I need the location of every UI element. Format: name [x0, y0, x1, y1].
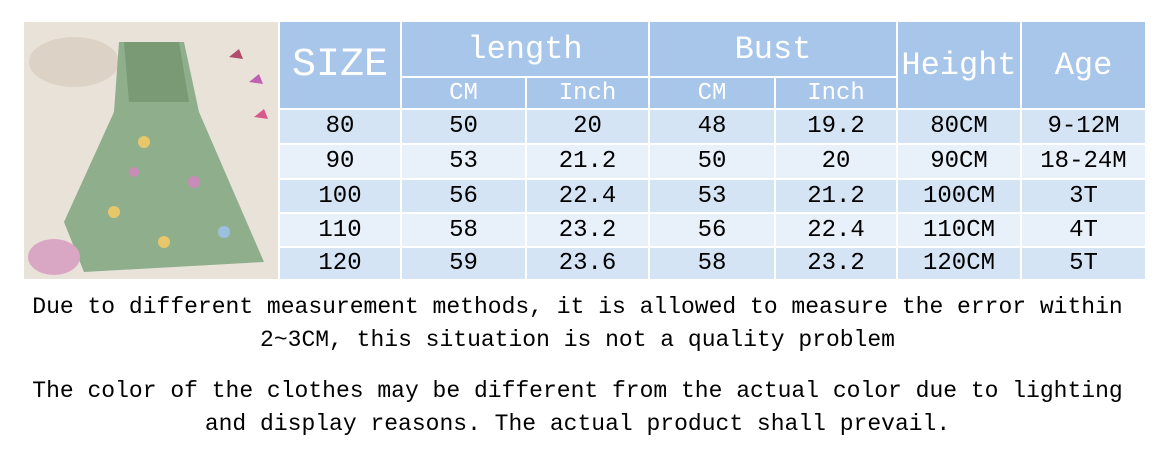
table-cell: 56 [402, 180, 527, 214]
table-cell: 80CM [898, 110, 1022, 145]
header-size: SIZE [280, 22, 402, 110]
table-cell: 18-24M [1022, 145, 1147, 180]
note-line: 2~3CM, this situation is not a quality p… [260, 327, 895, 353]
table-cell: 19.2 [776, 110, 898, 145]
table-cell: 23.2 [776, 248, 898, 281]
table-cell: 56 [650, 214, 776, 248]
table-cell: 48 [650, 110, 776, 145]
note-line: and display reasons. The actual product … [204, 411, 951, 437]
table-cell: 58 [402, 214, 527, 248]
note-line: Due to different measurement methods, it… [32, 294, 1123, 320]
table-cell: 5T [1022, 248, 1147, 281]
table-cell: 100 [280, 180, 402, 214]
header-length: length [402, 22, 650, 78]
table-cell: 120CM [898, 248, 1022, 281]
header-bust: Bust [650, 22, 898, 78]
table-cell: 58 [650, 248, 776, 281]
header-height: Height [898, 22, 1022, 110]
table-cell: 3T [1022, 180, 1147, 214]
table-cell: 9-12M [1022, 110, 1147, 145]
table-cell: 21.2 [527, 145, 650, 180]
table-cell: 100CM [898, 180, 1022, 214]
table-cell: 22.4 [776, 214, 898, 248]
table-cell: 53 [402, 145, 527, 180]
table-cell: 110CM [898, 214, 1022, 248]
table-cell: 4T [1022, 214, 1147, 248]
header-age: Age [1022, 22, 1147, 110]
header-unit: CM [650, 78, 776, 110]
table-cell: 20 [776, 145, 898, 180]
table-cell: 90 [280, 145, 402, 180]
table-cell: 22.4 [527, 180, 650, 214]
header-unit: CM [402, 78, 527, 110]
table-cell: 21.2 [776, 180, 898, 214]
table-cell: 110 [280, 214, 402, 248]
table-cell: 23.2 [527, 214, 650, 248]
table-cell: 90CM [898, 145, 1022, 180]
note-line: The color of the clothes may be differen… [32, 378, 1123, 404]
table-cell: 20 [527, 110, 650, 145]
product-photo [24, 22, 278, 279]
table-cell: 50 [402, 110, 527, 145]
table-cell: 59 [402, 248, 527, 281]
table-cell: 50 [650, 145, 776, 180]
header-unit: Inch [776, 78, 898, 110]
header-unit: Inch [527, 78, 650, 110]
table-cell: 53 [650, 180, 776, 214]
table-cell: 80 [280, 110, 402, 145]
table-cell: 23.6 [527, 248, 650, 281]
table-cell: 120 [280, 248, 402, 281]
